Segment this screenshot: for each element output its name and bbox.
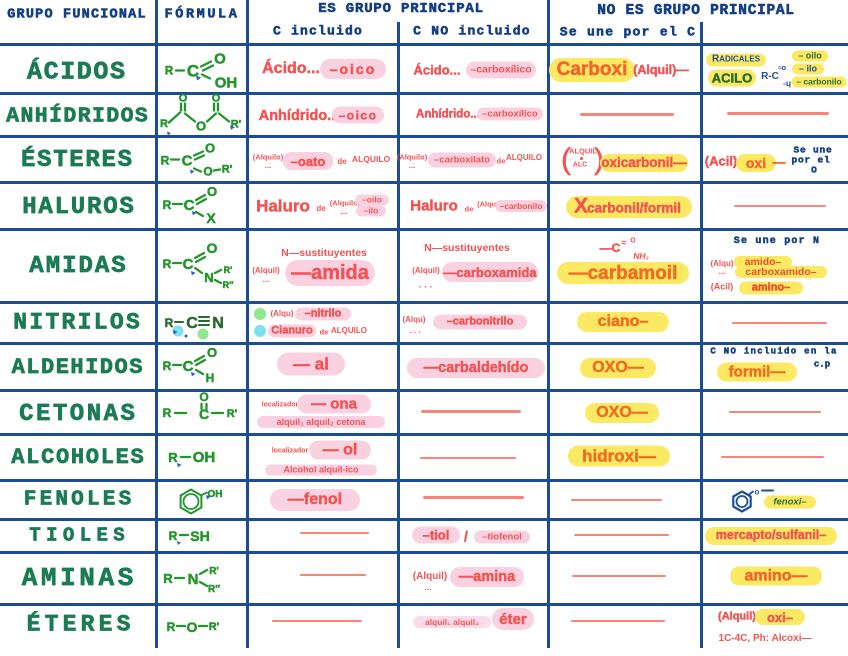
svg-text:R: R: [163, 571, 173, 586]
svg-text:C: C: [186, 315, 198, 332]
svg-text:R': R': [231, 118, 242, 130]
svg-text:O: O: [214, 50, 226, 67]
svg-text:R: R: [161, 153, 170, 167]
svg-text:N: N: [212, 315, 224, 332]
svg-text:R: R: [169, 529, 178, 543]
svg-text:N: N: [188, 571, 199, 588]
svg-text:R: R: [163, 257, 172, 271]
svg-text:O: O: [207, 184, 217, 199]
svg-text:C: C: [183, 358, 194, 375]
svg-text:R″: R″: [208, 584, 220, 595]
svg-text:O: O: [203, 164, 212, 178]
svg-text:C: C: [183, 256, 194, 273]
svg-text:H: H: [206, 371, 215, 385]
svg-text:N: N: [204, 270, 213, 285]
svg-text:R″: R″: [223, 280, 234, 290]
svg-text:O: O: [196, 118, 206, 133]
svg-text:C: C: [184, 197, 195, 214]
svg-text:R: R: [163, 198, 172, 212]
svg-text:R: R: [165, 65, 174, 77]
svg-text:SH: SH: [190, 528, 209, 544]
svg-text:R: R: [163, 406, 172, 420]
svg-text:R': R': [227, 408, 238, 420]
svg-text:R: R: [167, 620, 176, 634]
svg-text:R': R': [222, 163, 233, 175]
svg-text:OH: OH: [193, 449, 216, 466]
svg-text:O: O: [179, 92, 188, 104]
svg-text:O: O: [205, 140, 215, 155]
svg-text:R: R: [168, 450, 178, 465]
svg-text:R: R: [163, 359, 172, 373]
svg-text:O: O: [207, 345, 217, 360]
svg-text:R': R': [209, 621, 220, 633]
svg-text:R': R': [224, 265, 233, 275]
svg-text:OH: OH: [208, 489, 223, 500]
svg-text:O: O: [199, 390, 208, 404]
svg-text:X: X: [206, 210, 216, 226]
svg-text:O: O: [207, 240, 218, 256]
svg-text:C: C: [182, 152, 193, 169]
svg-text:O: O: [212, 92, 221, 104]
svg-text:R': R': [209, 566, 219, 577]
svg-text:OH: OH: [215, 74, 238, 91]
svg-text:R: R: [160, 118, 168, 130]
svg-text:o: o: [755, 487, 760, 496]
svg-text:C: C: [199, 406, 209, 422]
svg-text:O: O: [187, 619, 198, 635]
svg-text:R: R: [165, 316, 174, 330]
